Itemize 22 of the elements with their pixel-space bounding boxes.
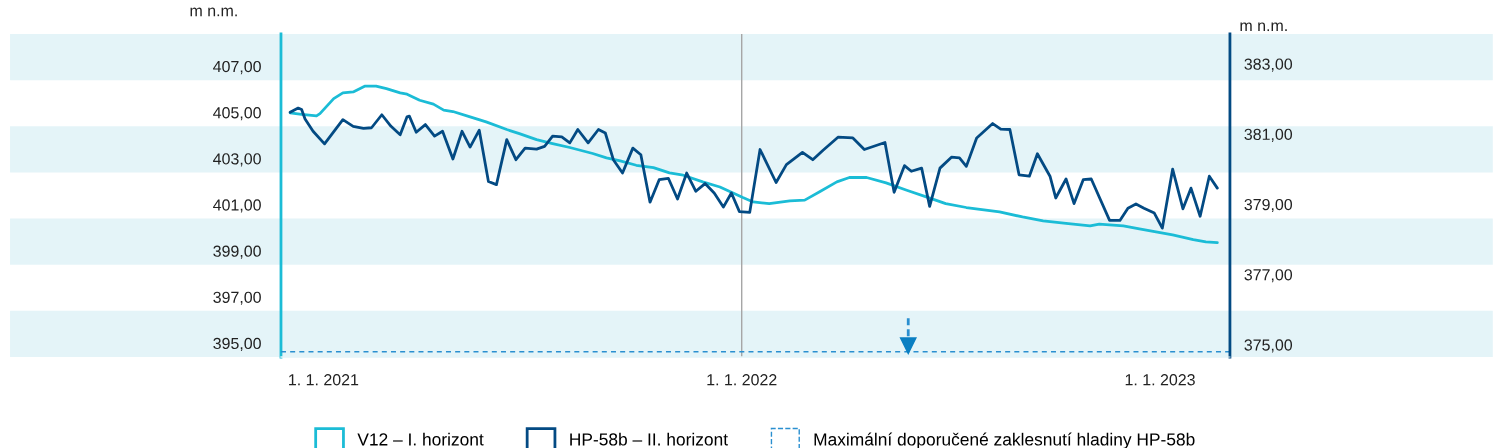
line-series xyxy=(288,84,1219,244)
legend-label: V12 – I. horizont xyxy=(357,432,484,446)
legend-label: Maximální doporučené zaklesnutí hladiny HP-58b xyxy=(814,432,1195,448)
y-tick-label: 397,00 xyxy=(213,291,261,305)
y2-tick-label: 381,00 xyxy=(1244,128,1293,142)
x-tick-label: 1. 1. 2023 xyxy=(1125,374,1195,386)
y-tick-label: 407,00 xyxy=(213,60,261,75)
line-series xyxy=(288,106,1219,230)
y2-tick-label: 375,00 xyxy=(1244,339,1293,353)
y-tick-label: 395,00 xyxy=(213,337,261,351)
x-tick-label: 1. 1. 2021 xyxy=(289,374,359,386)
y-tick-label: 399,00 xyxy=(213,245,261,259)
y-tick-label: 405,00 xyxy=(213,107,261,121)
y2-tick-label: 377,00 xyxy=(1244,269,1293,283)
y-tick-label: 403,00 xyxy=(213,153,261,167)
y-tick-label: 401,00 xyxy=(213,199,261,213)
x-tick-label: 1. 1. 2022 xyxy=(707,374,777,386)
y-axis-title: m n.m. xyxy=(190,7,237,17)
y2-tick-label: 379,00 xyxy=(1244,198,1293,213)
legend-label: HP-58b – II. horizont xyxy=(570,432,728,446)
y2-axis-title: m n.m. xyxy=(1240,22,1287,32)
y2-tick-label: 383,00 xyxy=(1244,58,1293,72)
